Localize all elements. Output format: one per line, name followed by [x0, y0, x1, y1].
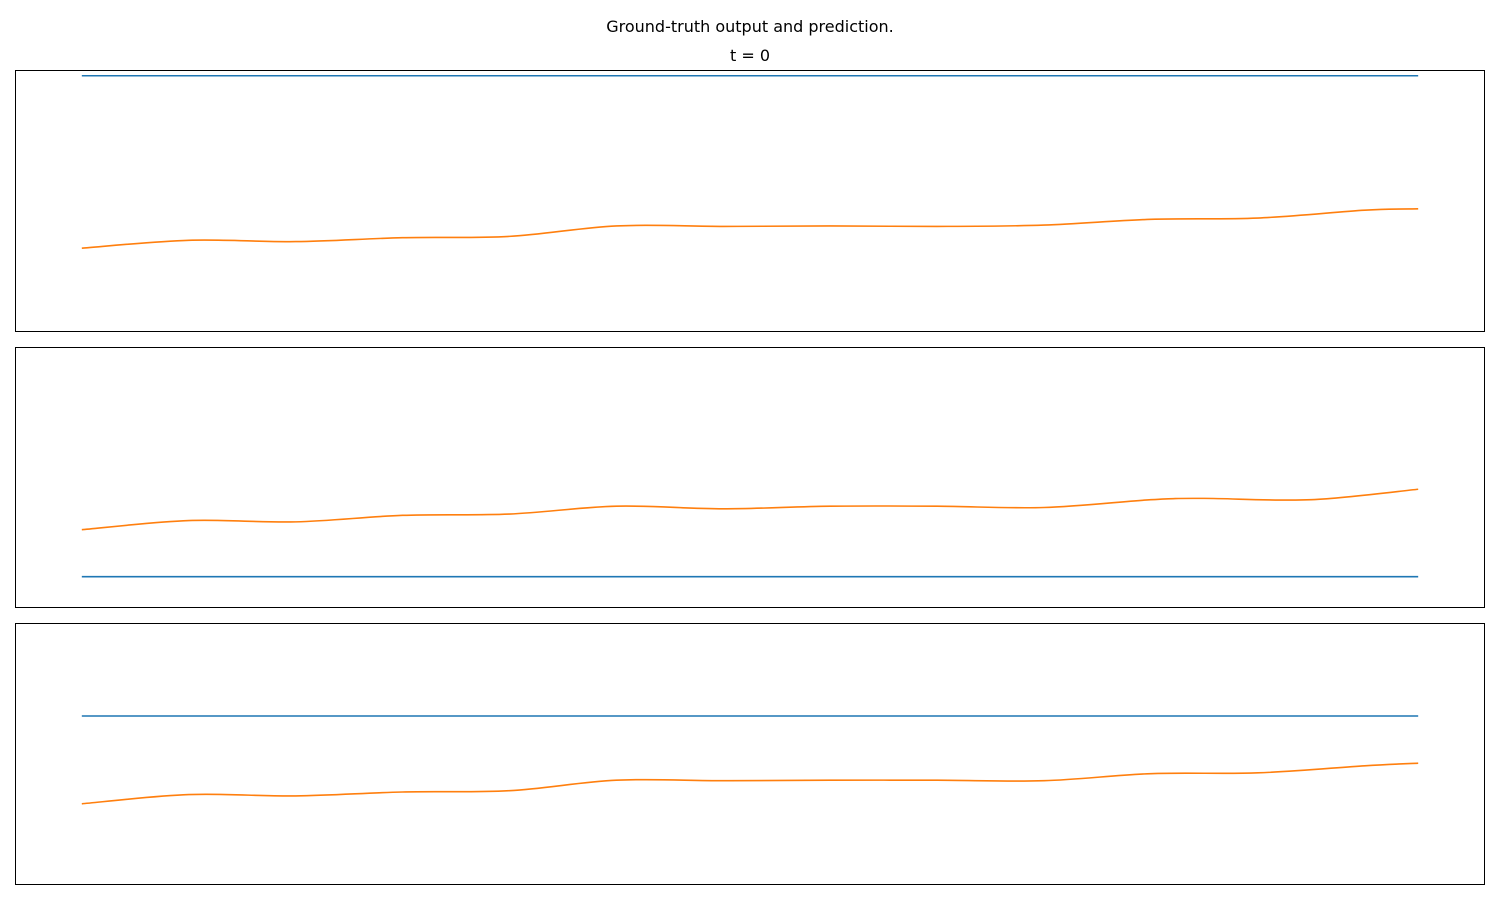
- axes-1-title: t = 0: [730, 46, 770, 65]
- axes-2: [15, 347, 1485, 608]
- axes-3-series-2-line: [81, 762, 1419, 805]
- figure-title: Ground-truth output and prediction.: [606, 17, 894, 36]
- axes-layer: t = 0: [15, 46, 1485, 885]
- axes-1: t = 0: [15, 46, 1485, 332]
- axes-1-frame: [15, 70, 1485, 332]
- axes-1-series-2-line: [81, 208, 1419, 249]
- axes-3-frame: [15, 623, 1485, 885]
- axes-2-frame: [15, 347, 1485, 608]
- axes-2-series-2-line: [81, 488, 1419, 531]
- axes-3: [15, 623, 1485, 885]
